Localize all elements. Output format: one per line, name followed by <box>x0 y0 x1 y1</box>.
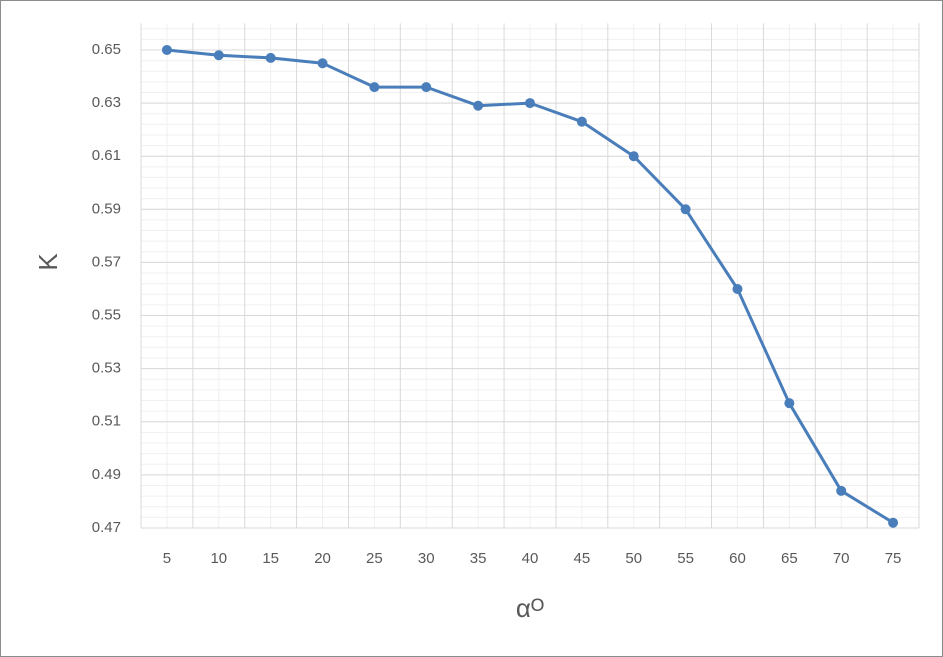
data-point <box>784 398 795 409</box>
data-point <box>732 283 743 294</box>
data-point <box>836 485 847 496</box>
data-point <box>265 52 276 63</box>
data-point <box>680 204 691 215</box>
x-tick-label: 40 <box>522 550 539 567</box>
y-tick-label: 0.51 <box>92 413 121 430</box>
x-tick-label: 10 <box>210 550 227 567</box>
x-tick-label: 35 <box>470 550 487 567</box>
x-tick-label: 55 <box>677 550 694 567</box>
x-tick-label: 70 <box>833 550 850 567</box>
data-point <box>317 58 328 69</box>
y-tick-label: 0.61 <box>92 147 121 164</box>
x-tick-label: 5 <box>163 550 171 567</box>
data-point <box>888 517 899 528</box>
x-tick-label: 20 <box>314 550 331 567</box>
y-tick-label: 0.47 <box>92 519 121 536</box>
x-tick-label: 30 <box>418 550 435 567</box>
data-point <box>161 44 172 55</box>
y-tick-label: 0.63 <box>92 94 121 111</box>
y-tick-label: 0.53 <box>92 360 121 377</box>
y-tick-label: 0.55 <box>92 307 121 324</box>
y-tick-label: 0.49 <box>92 466 121 483</box>
data-point <box>369 82 380 93</box>
data-point <box>525 98 535 109</box>
x-tick-label: 65 <box>781 550 798 567</box>
y-tick-label: 0.59 <box>92 200 121 217</box>
x-tick-label: 25 <box>366 550 383 567</box>
x-tick-label: 15 <box>262 550 279 567</box>
data-point <box>576 116 587 127</box>
x-tick-label: 60 <box>729 550 746 567</box>
x-tick-label: 45 <box>574 550 591 567</box>
y-tick-label: 0.65 <box>92 41 121 58</box>
data-point <box>473 100 484 111</box>
x-axis-label: αᴼ <box>516 593 544 623</box>
data-point <box>421 82 432 93</box>
y-axis-label: K <box>33 253 63 271</box>
x-tick-label: 50 <box>625 550 642 567</box>
data-point <box>628 151 639 162</box>
y-tick-label: 0.57 <box>92 253 121 270</box>
x-tick-label: 75 <box>885 550 902 567</box>
data-point <box>213 50 224 61</box>
